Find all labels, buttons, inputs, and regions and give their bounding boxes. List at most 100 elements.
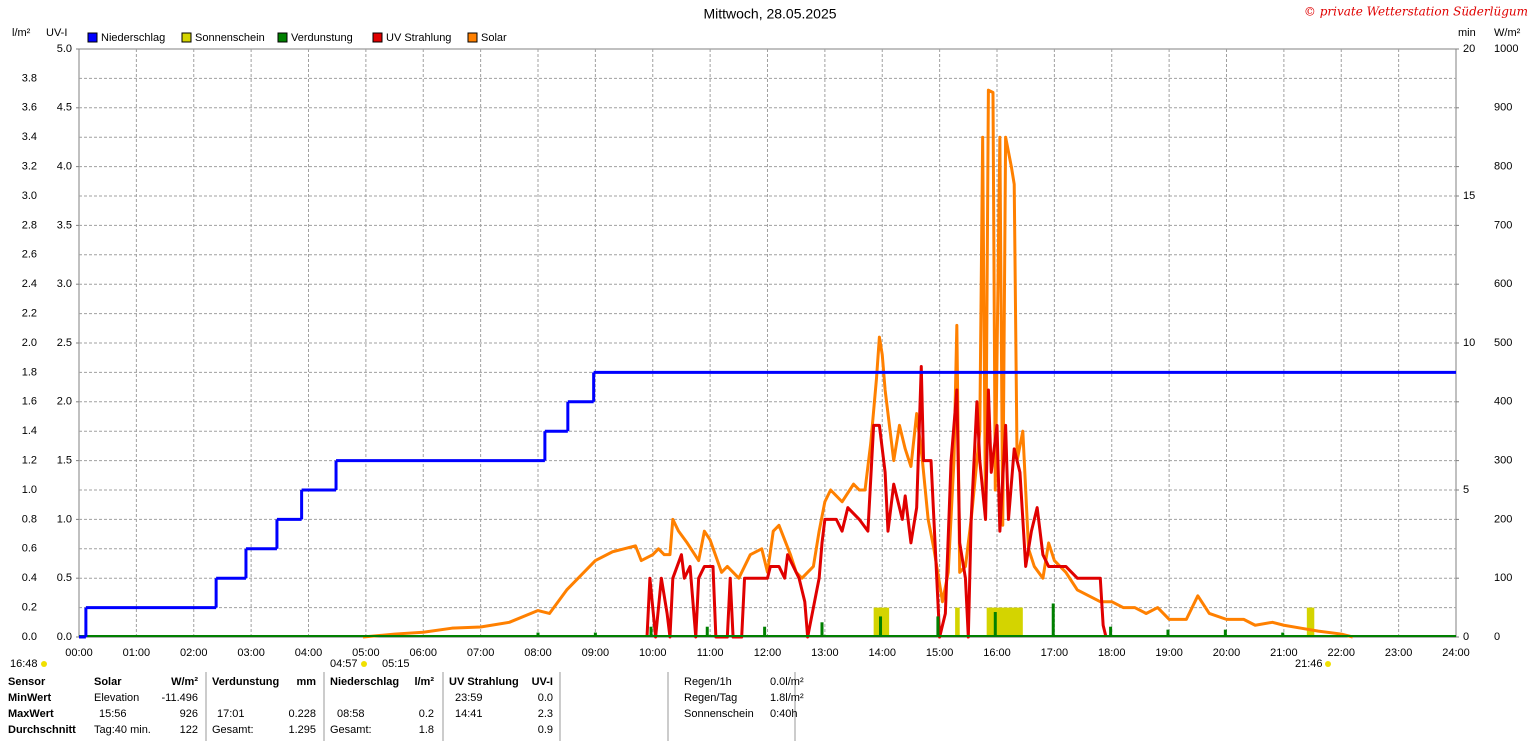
y-tick-label: 3.5 xyxy=(57,219,72,231)
stat-unit: l/m² xyxy=(414,676,434,688)
stat-cell: 15:56 xyxy=(99,708,127,720)
x-tick-label: 07:00 xyxy=(467,647,495,659)
stat-head: Solar xyxy=(94,676,122,688)
y-tick-label: 3.2 xyxy=(22,161,37,173)
y-tick-label: 0.4 xyxy=(22,572,37,584)
stat-cell: 2.3 xyxy=(538,708,553,720)
y-tick-label: 20 xyxy=(1463,43,1475,55)
y-tick-label: 5 xyxy=(1463,484,1469,496)
stat-cell: Elevation xyxy=(94,692,139,704)
x-tick-label: 21:00 xyxy=(1270,647,1298,659)
x-tick-label: 14:00 xyxy=(868,647,896,659)
y-tick-label: 2.6 xyxy=(22,249,37,261)
x-tick-label: 06:00 xyxy=(409,647,437,659)
sunshine-bar xyxy=(955,607,960,637)
sunrise-label: 04:57 xyxy=(330,658,358,670)
stat-cell: 17:01 xyxy=(217,708,245,720)
y-tick-label: 100 xyxy=(1494,572,1512,584)
legend-swatch xyxy=(372,32,383,43)
legend-label: Niederschlag xyxy=(101,32,165,44)
stat-cell: -11.496 xyxy=(162,692,199,704)
stat-cell: 1.8 xyxy=(419,724,434,736)
summary-value: 0.0l/m² xyxy=(770,676,804,688)
legend-label: Solar xyxy=(481,32,507,44)
y-tick-label: 4.0 xyxy=(57,161,72,173)
x-tick-label: 11:00 xyxy=(697,647,724,659)
summary-label: Sonnenschein xyxy=(684,708,754,720)
legend-swatch xyxy=(87,32,98,43)
y-tick-label: 900 xyxy=(1494,102,1512,114)
x-tick-label: 23:00 xyxy=(1385,647,1413,659)
x-tick-label: 02:00 xyxy=(180,647,208,659)
y-tick-label: 1.0 xyxy=(22,484,37,496)
x-tick-label: 00:00 xyxy=(65,647,93,659)
summary-value: 1.8l/m² xyxy=(770,692,804,704)
stat-unit: mm xyxy=(296,676,316,688)
y-tick-label: 3.0 xyxy=(22,190,37,202)
stat-cell: Tag:40 min. xyxy=(94,724,151,736)
axis-label: W/m² xyxy=(1494,27,1521,39)
stat-row-label: MinWert xyxy=(8,692,52,704)
y-tick-label: 300 xyxy=(1494,455,1512,467)
y-tick-label: 4.5 xyxy=(57,102,72,114)
y-tick-label: 2.4 xyxy=(22,278,37,290)
y-tick-label: 400 xyxy=(1494,396,1512,408)
axis-label: UV-I xyxy=(46,27,67,39)
y-tick-label: 3.8 xyxy=(22,72,37,84)
series-line xyxy=(362,88,1354,639)
x-tick-label: 20:00 xyxy=(1213,647,1241,659)
summary-value: 0:40h xyxy=(770,708,798,720)
sunshine-bar xyxy=(986,607,1023,637)
x-tick-label: 24:00 xyxy=(1442,647,1470,659)
y-tick-label: 1.5 xyxy=(57,455,72,467)
x-tick-label: 22:00 xyxy=(1327,647,1355,659)
legend-swatch xyxy=(181,32,192,43)
y-tick-label: 1.2 xyxy=(22,455,37,467)
legend-label: Verdunstung xyxy=(291,32,353,44)
sun-icon xyxy=(41,661,47,667)
y-tick-label: 0.8 xyxy=(22,513,37,525)
sunshine-bar xyxy=(1306,607,1315,637)
y-tick-label: 200 xyxy=(1494,513,1512,525)
y-tick-label: 700 xyxy=(1494,219,1512,231)
legend-label: UV Strahlung xyxy=(386,32,451,44)
x-tick-label: 12:00 xyxy=(754,647,782,659)
y-tick-label: 0.2 xyxy=(22,602,37,614)
y-tick-label: 2.0 xyxy=(22,337,37,349)
x-tick-label: 17:00 xyxy=(1041,647,1069,659)
y-tick-label: 0 xyxy=(1463,631,1469,643)
stat-unit: UV-I xyxy=(532,676,553,688)
y-tick-label: 1000 xyxy=(1494,43,1518,55)
y-tick-label: 0 xyxy=(1494,631,1500,643)
x-tick-label: 18:00 xyxy=(1098,647,1126,659)
stat-cell: 0.0 xyxy=(538,692,553,704)
stat-cell: 122 xyxy=(180,724,198,736)
y-tick-label: 2.2 xyxy=(22,308,37,320)
daylight-label: 16:48 xyxy=(10,658,38,670)
sunset-label: 21:46 xyxy=(1295,658,1323,670)
x-tick-label: 04:00 xyxy=(295,647,323,659)
y-tick-label: 3.4 xyxy=(22,131,37,143)
stat-cell: 926 xyxy=(180,708,198,720)
y-tick-label: 1.0 xyxy=(57,513,72,525)
stats-panel: Sensor MinWert MaxWert Durchschnitt Sola… xyxy=(8,672,804,741)
y-tick-label: 1.8 xyxy=(22,366,37,378)
axis-label: min xyxy=(1458,27,1476,39)
stat-row-label: Durchschnitt xyxy=(8,724,76,736)
y-tick-label: 0.6 xyxy=(22,543,37,555)
stat-cell: 08:58 xyxy=(337,708,365,720)
stat-cell: Gesamt: xyxy=(330,724,372,736)
sun-icon xyxy=(361,661,367,667)
x-tick-label: 16:00 xyxy=(983,647,1011,659)
stat-row-label: MaxWert xyxy=(8,708,54,720)
y-tick-label: 1.6 xyxy=(22,396,37,408)
x-tick-label: 01:00 xyxy=(123,647,151,659)
series-line xyxy=(645,365,1108,639)
chart-title: Mittwoch, 28.05.2025 xyxy=(703,6,836,22)
summary-label: Regen/Tag xyxy=(684,692,737,704)
y-tick-label: 2.8 xyxy=(22,219,37,231)
sun-icon xyxy=(1325,661,1331,667)
stat-head: UV Strahlung xyxy=(449,676,519,688)
y-tick-label: 500 xyxy=(1494,337,1512,349)
